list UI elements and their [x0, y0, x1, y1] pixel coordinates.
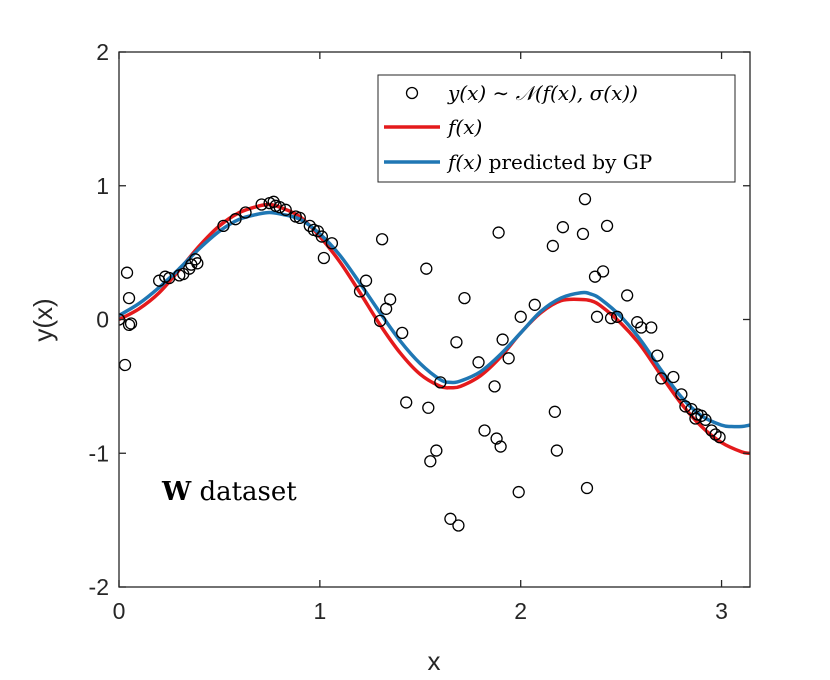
sample-point: [444, 512, 457, 525]
sample-point: [434, 376, 447, 389]
sample-point: [422, 401, 435, 414]
sample-point: [512, 485, 525, 499]
sample-point: [610, 310, 624, 323]
sample-point: [490, 432, 503, 445]
true-function-line: [119, 202, 750, 455]
sample-point: [255, 198, 268, 211]
sample-point: [317, 251, 331, 265]
sample-point: [502, 352, 515, 365]
sample-point: [580, 481, 594, 495]
x-tick-label: 1: [313, 598, 326, 624]
sample-point: [373, 314, 387, 327]
sample-point: [596, 265, 610, 278]
legend-samples-marker: [405, 86, 419, 100]
sample-point: [420, 262, 433, 275]
sample-point: [191, 257, 204, 270]
sample-point: [472, 356, 485, 369]
sample-point: [578, 192, 592, 206]
y-tick-label: 2: [96, 39, 109, 65]
sample-point: [424, 455, 437, 468]
sample-point: [353, 285, 367, 298]
gp-prediction-line: [119, 210, 750, 429]
sample-point: [325, 237, 339, 250]
sample-point: [679, 400, 692, 413]
sample-point: [488, 380, 501, 393]
legend: y(x) ∼ 𝒩(f(x), σ(x)) f(x) f(x) predicted…: [377, 74, 736, 183]
sample-point: [359, 274, 373, 287]
sample-point: [293, 211, 306, 225]
sample-point: [458, 291, 471, 305]
ticks-layer: 0 1 2 3 -2 -1 0 1 2: [89, 39, 750, 624]
sample-point: [492, 226, 505, 239]
sample-point: [548, 405, 561, 418]
dataset-annotation-bold: W: [161, 477, 192, 507]
sample-point: [315, 230, 329, 243]
sample-point: [713, 431, 726, 444]
legend-samples-label: y(x) ∼ 𝒩(f(x), σ(x)): [447, 81, 638, 105]
sample-point: [217, 219, 230, 233]
curves-layer: [119, 202, 750, 455]
sample-point: [273, 200, 286, 214]
sample-point: [400, 396, 413, 409]
dataset-annotation-rest: dataset: [191, 477, 297, 507]
sample-point: [120, 266, 134, 279]
sample-point: [699, 413, 712, 426]
x-tick-label: 2: [514, 598, 527, 624]
sample-point: [478, 424, 491, 437]
legend-gp-label-main: f(x): [446, 150, 482, 174]
x-tick-label: 3: [715, 598, 728, 624]
sample-point: [556, 221, 570, 234]
sample-point: [375, 233, 389, 246]
sample-point: [229, 213, 242, 226]
sample-point: [430, 444, 443, 457]
legend-gp-label-suffix: predicted by GP: [482, 150, 652, 174]
sample-point: [600, 219, 614, 233]
sample-point: [550, 444, 564, 457]
sample-point: [546, 239, 559, 253]
sample-point: [450, 336, 463, 349]
sample-point: [122, 318, 136, 332]
sample-point: [635, 321, 648, 334]
sample-point: [621, 289, 634, 302]
sample-point: [576, 227, 590, 241]
sample-point: [695, 409, 708, 422]
sample-point: [528, 298, 541, 311]
sample-point: [124, 317, 138, 330]
sample-point: [651, 349, 664, 362]
sample-point: [494, 440, 507, 453]
y-axis-label: y(x): [28, 298, 58, 341]
sample-point: [239, 206, 252, 219]
sample-point: [590, 310, 604, 323]
sample-point: [705, 424, 718, 437]
legend-gp-label: f(x) predicted by GP: [446, 150, 652, 174]
sample-point: [122, 291, 136, 305]
dataset-annotation: W dataset: [161, 477, 297, 507]
sample-point: [279, 203, 292, 216]
y-tick-label: 0: [96, 307, 109, 333]
sample-point: [383, 293, 397, 306]
sample-point: [645, 321, 658, 334]
sample-point: [604, 312, 618, 325]
sample-point: [452, 519, 465, 532]
sample-point: [675, 388, 688, 401]
x-tick-label: 0: [113, 598, 126, 624]
y-tick-label: 1: [96, 173, 109, 199]
y-tick-label: -1: [89, 440, 109, 466]
x-axis-label: x: [428, 646, 441, 676]
sample-point: [496, 333, 509, 346]
sample-point: [655, 372, 668, 385]
sample-point: [514, 310, 527, 323]
legend-true-label: f(x): [446, 115, 482, 139]
y-tick-label: -2: [89, 574, 109, 600]
sample-point: [396, 326, 409, 340]
sample-point: [667, 370, 680, 384]
